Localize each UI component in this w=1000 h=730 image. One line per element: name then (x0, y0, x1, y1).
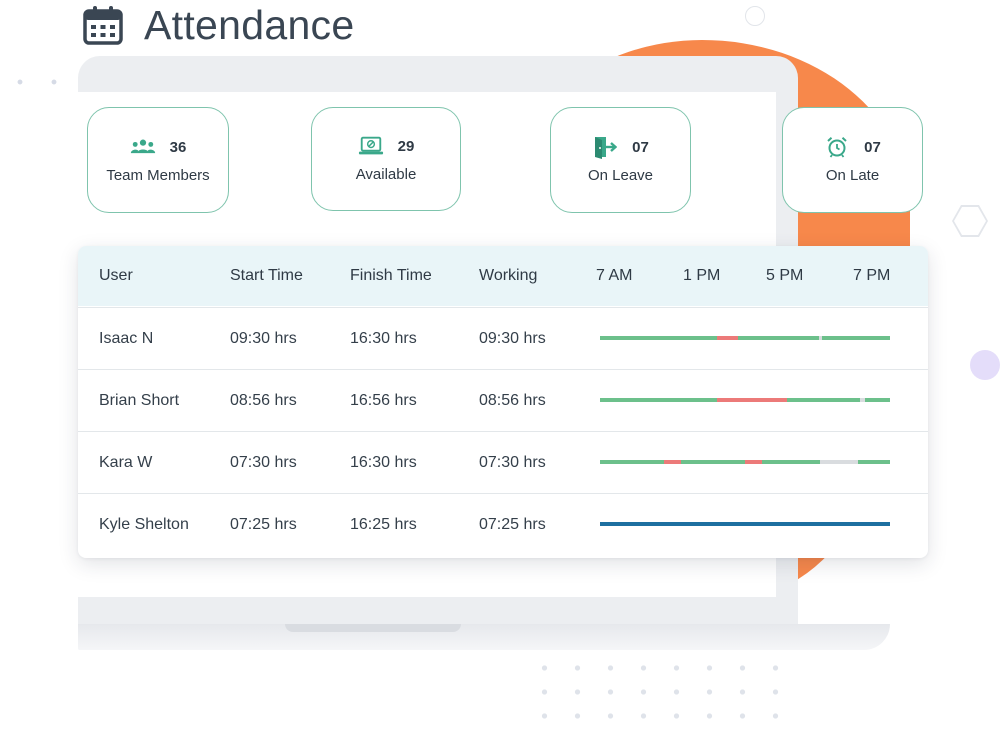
column-header-user[interactable]: User (99, 267, 133, 284)
column-header-working[interactable]: Working (479, 267, 538, 284)
decorative-circle (970, 350, 1000, 380)
decorative-ring (745, 6, 765, 26)
timeline-segment-present (737, 336, 819, 340)
start-time: 09:30 hrs (230, 330, 297, 347)
page-header: Attendance (82, 0, 354, 50)
decorative-hexagon (952, 205, 988, 237)
finish-time: 16:25 hrs (350, 516, 417, 533)
working-time: 09:30 hrs (479, 330, 546, 347)
timeline-segment-present (821, 336, 890, 340)
table-row[interactable]: Kara W 07:30 hrs 16:30 hrs 07:30 hrs (78, 431, 928, 493)
stat-label: Available (355, 166, 417, 183)
timeline-segment-present (858, 460, 890, 464)
laptop-check-icon (358, 135, 384, 157)
timeline-segment-idle (859, 398, 866, 402)
table-header: User Start Time Finish Time Working 7 AM… (78, 246, 928, 306)
timeline-segment-present (865, 398, 890, 402)
working-time: 07:25 hrs (479, 516, 546, 533)
attendance-timeline-bar (600, 522, 890, 526)
timeline-segment-late (717, 336, 738, 340)
timeline-tick-label: 7 AM (596, 267, 633, 284)
user-name: Brian Short (99, 392, 180, 409)
table-row[interactable]: Isaac N 09:30 hrs 16:30 hrs 09:30 hrs (78, 307, 928, 369)
attendance-timeline-bar (600, 460, 890, 464)
stat-value: 36 (169, 138, 187, 156)
finish-time: 16:30 hrs (350, 454, 417, 471)
stat-card-on-leave[interactable]: 07 On Leave (550, 107, 691, 213)
attendance-timeline-bar (600, 336, 890, 340)
timeline-segment-idle (818, 336, 822, 340)
working-time: 07:30 hrs (479, 454, 546, 471)
user-name: Kara W (99, 454, 153, 471)
stat-card-on-late[interactable]: 07 On Late (782, 107, 923, 213)
stat-value: 07 (632, 138, 649, 156)
start-time: 08:56 hrs (230, 392, 297, 409)
user-name: Isaac N (99, 330, 154, 347)
user-name: Kyle Shelton (99, 516, 189, 533)
timeline-tick-label: 7 PM (853, 267, 891, 284)
column-header-finish-time[interactable]: Finish Time (350, 267, 432, 284)
table-row[interactable]: Brian Short 08:56 hrs 16:56 hrs 08:56 hr… (78, 369, 928, 431)
timeline-segment-late (717, 398, 788, 402)
alarm-clock-icon (824, 136, 850, 158)
page-title: Attendance (144, 1, 355, 48)
start-time: 07:30 hrs (230, 454, 297, 471)
stat-value: 29 (397, 137, 415, 155)
stat-label: On Leave (587, 167, 654, 184)
timeline-segment-present (787, 398, 860, 402)
stat-card-team-members[interactable]: 36 Team Members (87, 107, 229, 213)
team-icon (130, 136, 156, 158)
finish-time: 16:30 hrs (350, 330, 417, 347)
exit-door-icon (592, 136, 618, 159)
timeline-segment-present (600, 398, 718, 402)
stat-label: Team Members (106, 167, 210, 184)
decorative-dots (520, 648, 780, 730)
stat-card-available[interactable]: 29 Available (311, 107, 461, 211)
decorative-dots (0, 62, 80, 112)
laptop-notch (285, 624, 461, 632)
attendance-timeline-bar (600, 398, 890, 402)
timeline-segment-late (745, 460, 763, 464)
finish-time: 16:56 hrs (350, 392, 417, 409)
working-time: 08:56 hrs (479, 392, 546, 409)
calendar-icon (82, 4, 124, 46)
timeline-segment-late (663, 460, 682, 464)
column-header-start-time[interactable]: Start Time (230, 267, 303, 284)
timeline-segment-present (762, 460, 821, 464)
attendance-table: User Start Time Finish Time Working 7 AM… (78, 246, 928, 558)
timeline-segment-idle (820, 460, 859, 464)
timeline-segment-present (600, 336, 718, 340)
stat-label: On Late (825, 167, 880, 184)
laptop-base (78, 624, 890, 650)
timeline-tick-label: 5 PM (766, 267, 804, 284)
stat-value: 07 (864, 138, 881, 156)
table-row[interactable]: Kyle Shelton 07:25 hrs 16:25 hrs 07:25 h… (78, 493, 928, 555)
timeline-segment-present (600, 460, 664, 464)
timeline-segment-leave (600, 522, 890, 526)
timeline-segment-present (681, 460, 745, 464)
start-time: 07:25 hrs (230, 516, 297, 533)
timeline-tick-label: 1 PM (683, 267, 721, 284)
